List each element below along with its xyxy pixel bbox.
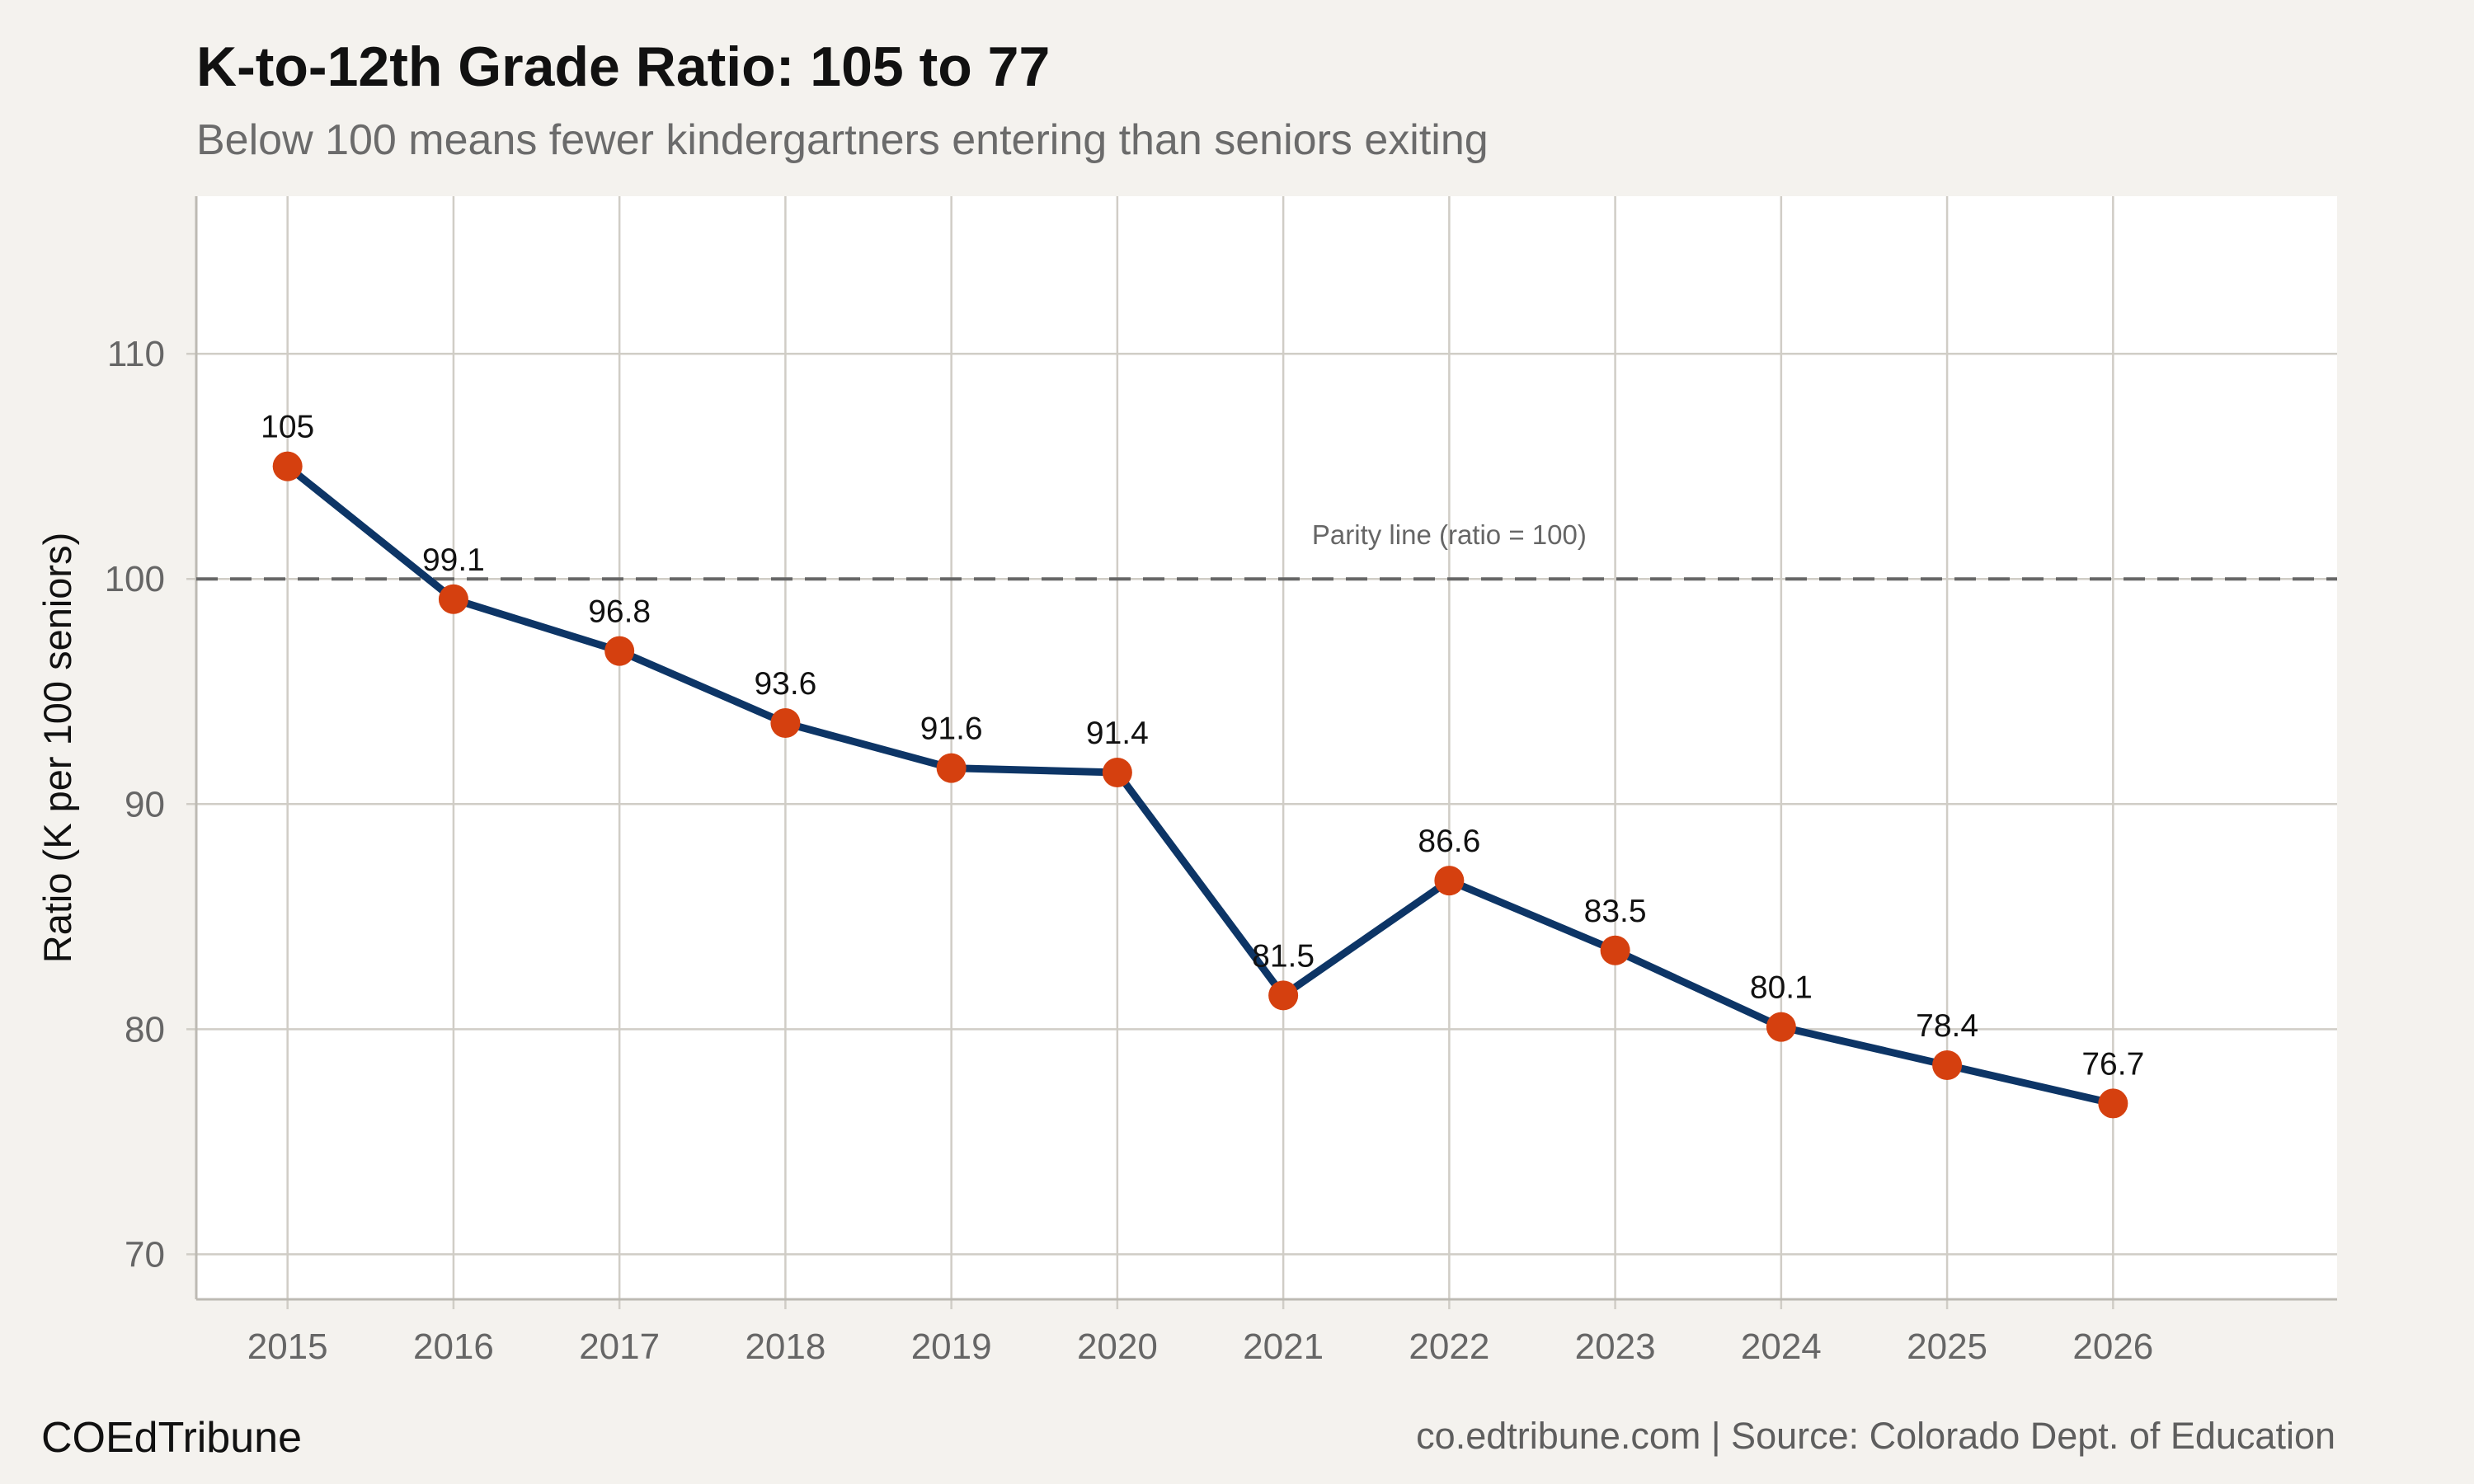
y-axis-title: Ratio (K per 100 seniors) <box>35 533 79 963</box>
data-label: 99.1 <box>422 542 485 578</box>
data-point <box>604 636 635 666</box>
data-label: 93.6 <box>754 666 816 702</box>
x-tick-label: 2018 <box>745 1327 825 1367</box>
chart-subtitle: Below 100 means fewer kindergartners ent… <box>196 116 1489 164</box>
data-label: 96.8 <box>588 594 651 630</box>
x-tick-label: 2020 <box>1077 1327 1158 1367</box>
data-point <box>1932 1050 1963 1081</box>
data-point <box>1102 758 1132 788</box>
y-tick-label: 110 <box>107 334 165 374</box>
plot-panel <box>196 196 2337 1299</box>
axes: 70 80 90 100 110 2015 2016 2017 2018 2019 2020 2021… <box>105 196 2337 1367</box>
y-tick-label: 80 <box>125 1009 165 1050</box>
data-point <box>1766 1012 1796 1042</box>
x-tick-label: 2017 <box>579 1327 660 1367</box>
data-labels: 105 99.1 96.8 93.6 91.6 91.4 81.5 86.6 83.5 80.1 7… <box>261 410 2144 1082</box>
x-tick-label: 2022 <box>1409 1327 1489 1367</box>
x-tick-label: 2023 <box>1575 1327 1656 1367</box>
x-tick-label: 2024 <box>1741 1327 1822 1367</box>
data-point <box>936 753 967 783</box>
data-point <box>272 451 303 481</box>
data-label: 83.5 <box>1584 894 1647 929</box>
data-label: 76.7 <box>2081 1046 2144 1082</box>
data-point <box>438 584 468 614</box>
y-tick-label: 100 <box>105 559 165 599</box>
data-label: 91.4 <box>1086 716 1149 751</box>
x-tick-label: 2026 <box>2072 1327 2153 1367</box>
data-label: 91.6 <box>920 711 983 747</box>
grid-lines <box>186 196 2337 1309</box>
data-point <box>1600 935 1630 965</box>
y-tick-label: 70 <box>125 1234 165 1275</box>
x-tick-label: 2015 <box>247 1327 328 1367</box>
source-credit: co.edtribune.com | Source: Colorado Dept… <box>1416 1415 2335 1457</box>
data-label: 80.1 <box>1750 970 1813 1006</box>
x-tick-label: 2025 <box>1907 1327 1987 1367</box>
chart-title: K-to-12th Grade Ratio: 105 to 77 <box>196 35 1051 98</box>
data-point <box>1268 980 1299 1011</box>
data-label: 105 <box>261 410 314 445</box>
data-label: 81.5 <box>1252 938 1315 974</box>
series-line <box>284 463 2117 1107</box>
y-tick-label: 90 <box>125 784 165 824</box>
x-tick-label: 2021 <box>1243 1327 1324 1367</box>
x-tick-label: 2016 <box>413 1327 494 1367</box>
parity-reference: Parity line (ratio = 100) <box>196 519 2337 581</box>
data-point <box>2098 1088 2128 1119</box>
brand-logo-text: COEdTribune <box>41 1414 302 1462</box>
x-tick-label: 2019 <box>911 1327 992 1367</box>
data-point <box>770 707 801 738</box>
data-series <box>272 451 2128 1119</box>
data-label: 86.6 <box>1418 824 1480 859</box>
parity-line-label: Parity line (ratio = 100) <box>1312 519 1587 550</box>
data-point <box>1434 866 1465 896</box>
data-label: 78.4 <box>1916 1008 1978 1044</box>
